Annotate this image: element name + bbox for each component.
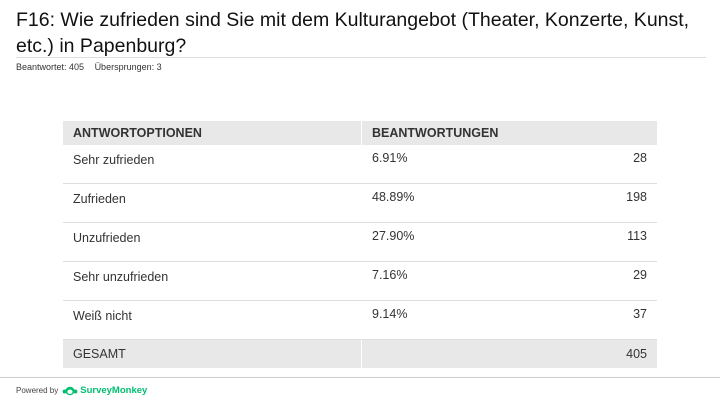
option-label: Sehr unzufrieden [63, 261, 361, 301]
surveymonkey-logo-icon [62, 386, 78, 395]
table-row: Weiß nicht 9.14% 37 [63, 300, 657, 340]
option-count: 198 [540, 183, 657, 223]
option-label: Unzufrieden [63, 222, 361, 262]
title-divider [16, 57, 706, 58]
option-label: Sehr zufrieden [63, 145, 361, 184]
option-percent: 7.16% [362, 261, 541, 301]
option-count: 28 [540, 145, 657, 184]
surveymonkey-logo[interactable]: SurveyMonkey [62, 385, 147, 396]
option-percent: 48.89% [362, 183, 541, 223]
header-gap [361, 121, 362, 145]
total-label: GESAMT [63, 339, 361, 368]
table-row: Unzufrieden 27.90% 113 [63, 222, 657, 262]
results-table: ANTWORTOPTIONEN BEANTWORTUNGEN Sehr zufr… [63, 121, 657, 368]
option-percent: 6.91% [362, 145, 541, 184]
table-row: Sehr unzufrieden 7.16% 29 [63, 261, 657, 301]
answered-count: Beantwortet: 405 [16, 62, 85, 72]
table-row: Zufrieden 48.89% 198 [63, 183, 657, 223]
option-count: 29 [540, 261, 657, 301]
response-summary: Beantwortet: 405 Übersprungen: 3 [16, 62, 162, 72]
skipped-count: Übersprungen: 3 [94, 62, 162, 72]
option-count: 37 [540, 300, 657, 340]
option-label: Weiß nicht [63, 300, 361, 340]
option-count: 113 [540, 222, 657, 262]
option-percent: 9.14% [362, 300, 541, 340]
header-options: ANTWORTOPTIONEN [63, 121, 361, 145]
header-responses: BEANTWORTUNGEN [362, 121, 657, 145]
footer: Powered by SurveyMonkey [16, 385, 147, 396]
option-label: Zufrieden [63, 183, 361, 223]
powered-by-text: Powered by [16, 386, 59, 395]
table-row: Sehr zufrieden 6.91% 28 [63, 145, 657, 184]
brand-name: SurveyMonkey [80, 385, 148, 396]
total-count: 405 [540, 339, 657, 368]
total-row: GESAMT 405 [63, 339, 657, 368]
page-title: F16: Wie zufrieden sind Sie mit dem Kult… [16, 9, 690, 57]
table-header-row: ANTWORTOPTIONEN BEANTWORTUNGEN [63, 121, 657, 145]
footer-divider [0, 377, 720, 378]
option-percent: 27.90% [362, 222, 541, 262]
